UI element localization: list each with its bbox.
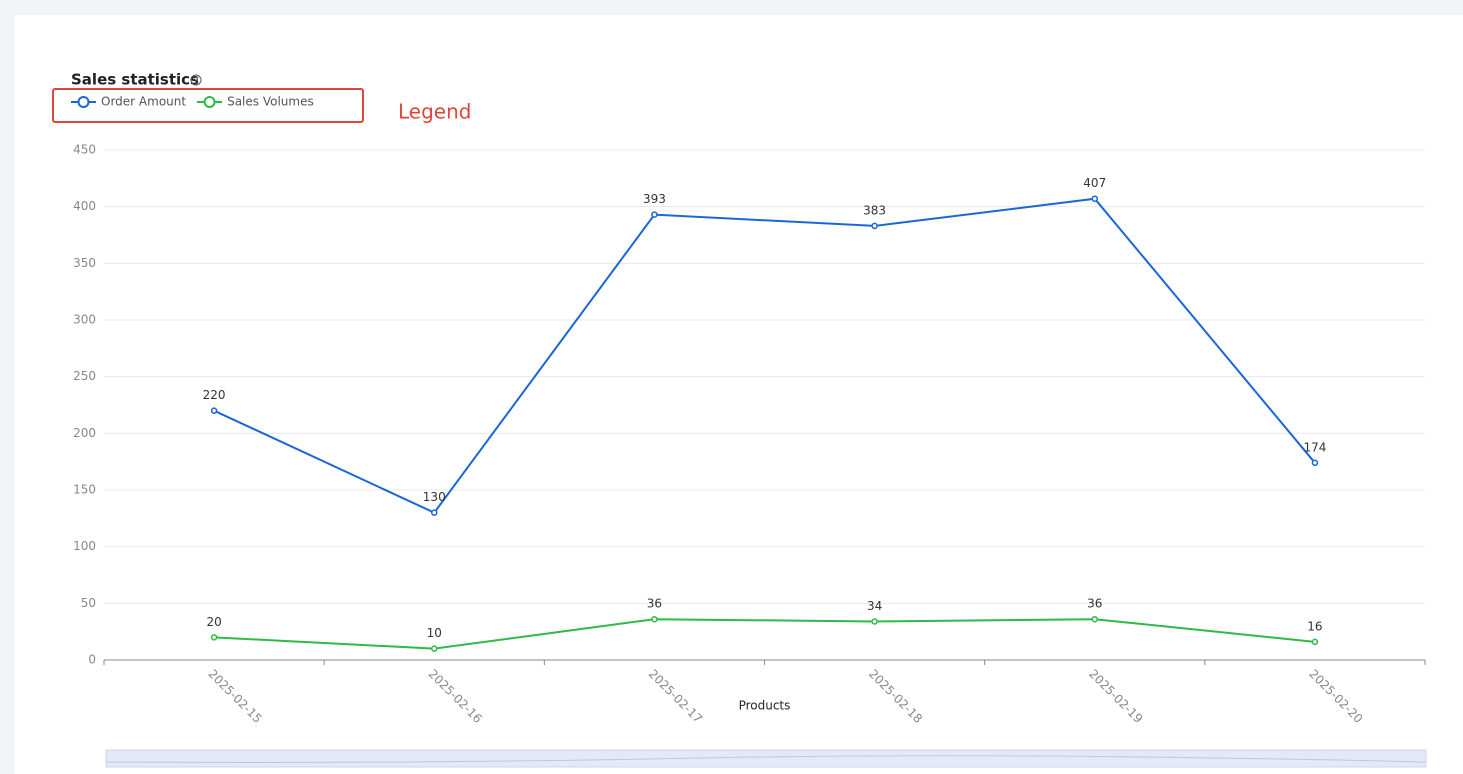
y-tick-label: 50 [81, 596, 96, 610]
point [210, 634, 218, 641]
y-tick-label: 0 [88, 653, 96, 667]
x-axis-label: Products [739, 699, 791, 713]
help-icon[interactable] [190, 74, 202, 86]
data-zoom-shadow [105, 755, 1427, 763]
y-tick-label: 100 [73, 539, 96, 553]
series-line [214, 618, 1316, 650]
y-tick-label: 400 [73, 199, 96, 213]
point [871, 222, 878, 230]
legend-label: Sales Volumes [227, 95, 314, 109]
point [1311, 459, 1319, 467]
point [431, 509, 438, 516]
series-line [213, 197, 1316, 514]
legend-label: Order Amount [101, 95, 186, 109]
y-tick-label: 350 [73, 256, 96, 270]
y-tick-label: 300 [73, 313, 96, 327]
chart-title: Sales statistics [71, 71, 199, 89]
legend-marker [77, 96, 90, 108]
y-tick-label: 250 [73, 369, 96, 383]
data-zoom[interactable] [105, 749, 1427, 768]
value-label: 407 [1083, 176, 1106, 190]
point [871, 618, 878, 625]
point [1091, 615, 1098, 623]
legend-item[interactable]: Sales Volumes [197, 95, 314, 109]
value-label: 393 [643, 192, 666, 206]
value-label: 36 [647, 597, 662, 611]
point [1091, 195, 1098, 202]
y-tick-label: 450 [73, 143, 96, 157]
value-label: 36 [1087, 597, 1102, 611]
panel [15, 15, 1463, 774]
annotation-box [52, 88, 364, 123]
value-label: 10 [427, 626, 442, 640]
point [651, 615, 658, 623]
annotation-label: Legend [398, 100, 471, 124]
legend-item[interactable]: Order Amount [71, 95, 186, 109]
legend-marker [203, 96, 216, 108]
point [210, 407, 218, 414]
point [651, 211, 658, 218]
value-label: 130 [423, 490, 446, 504]
value-label: 383 [863, 203, 886, 217]
value-label: 20 [206, 615, 221, 629]
value-label: 34 [867, 599, 882, 613]
value-label: 174 [1303, 440, 1326, 454]
y-tick-label: 150 [73, 483, 96, 497]
y-tick-label: 200 [73, 426, 96, 440]
value-label: 16 [1307, 619, 1322, 633]
point [1311, 638, 1319, 646]
point [431, 645, 438, 652]
value-label: 220 [203, 388, 226, 402]
